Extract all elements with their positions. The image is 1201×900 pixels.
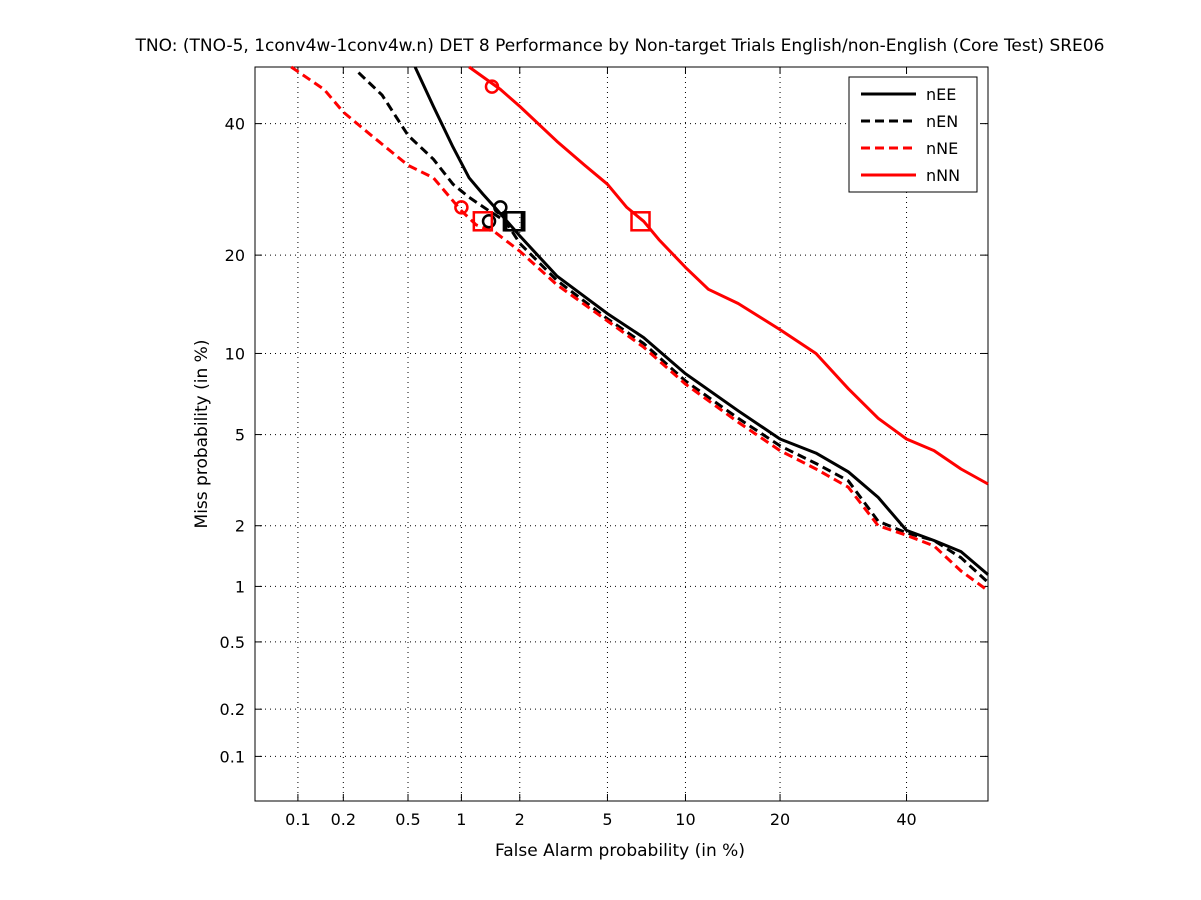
y-tick-label: 10 <box>225 344 245 363</box>
min-dcf-marker-nen <box>502 211 524 232</box>
x-tick-label: 0.1 <box>285 810 310 829</box>
x-tick-label: 5 <box>602 810 612 829</box>
act-dcf-marker-nen <box>481 214 497 229</box>
series-line-nne <box>290 65 989 592</box>
y-tick-label: 40 <box>225 115 245 134</box>
min-dcf-marker-nne <box>472 211 494 232</box>
y-tick-label: 0.5 <box>220 633 245 652</box>
x-tick-label: 20 <box>770 810 790 829</box>
legend-label-nnn: nNN <box>926 166 960 185</box>
x-tick-label: 40 <box>896 810 916 829</box>
series-line-nee <box>413 66 989 576</box>
y-tick-label: 0.1 <box>220 747 245 766</box>
x-tick-label: 0.2 <box>331 810 356 829</box>
y-axis-label: Miss probability (in %) <box>192 340 212 529</box>
x-tick-label: 0.5 <box>395 810 420 829</box>
x-tick-label: 10 <box>675 810 695 829</box>
legend: nEE nEN nNE nNN <box>848 76 978 193</box>
legend-label-nne: nNE <box>926 139 958 158</box>
x-tick-label: 2 <box>515 810 525 829</box>
act-dcf-marker-nne <box>454 200 469 215</box>
y-tick-label: 2 <box>235 517 245 536</box>
y-tick-label: 5 <box>235 426 245 445</box>
legend-label-nen: nEN <box>926 112 958 131</box>
y-tick-label: 1 <box>235 577 245 596</box>
act-dcf-marker-nee <box>493 200 508 215</box>
series-line-nen <box>357 71 990 584</box>
dcf-markers <box>454 79 651 232</box>
chart-title: TNO: (TNO-5, 1conv4w-1conv4w.n) DET 8 Pe… <box>135 36 1105 56</box>
act-dcf-marker-nnn <box>484 79 500 94</box>
x-axis-label: False Alarm probability (in %) <box>495 841 745 861</box>
y-tick-label: 0.2 <box>220 700 245 719</box>
legend-label-nee: nEE <box>926 85 956 104</box>
min-dcf-marker-nnn <box>630 211 651 232</box>
series-lines <box>290 65 990 592</box>
x-axis-ticks: 0.1 0.2 0.5 1 2 5 10 20 40 <box>285 67 917 829</box>
y-tick-label: 20 <box>225 246 245 265</box>
y-axis-ticks: 0.1 0.2 0.5 1 2 5 10 20 40 <box>220 115 988 766</box>
series-line-nnn <box>468 65 989 486</box>
plot-frame <box>254 66 989 802</box>
x-tick-label: 1 <box>456 810 466 829</box>
